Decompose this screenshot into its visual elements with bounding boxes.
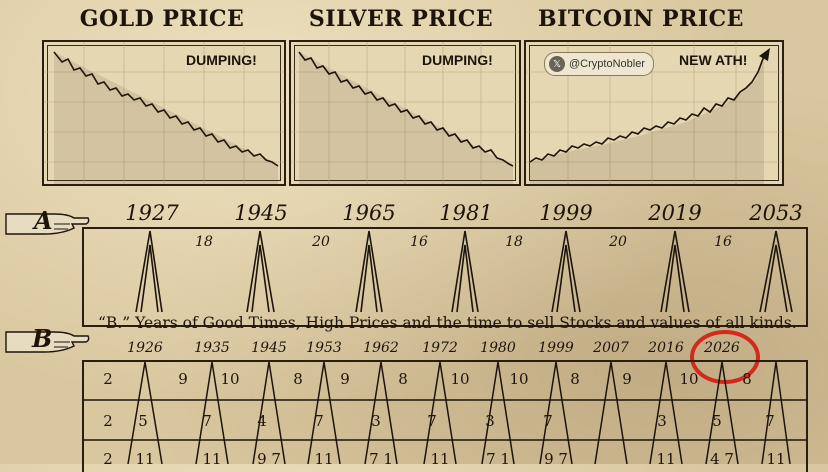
gold-price-line xyxy=(53,51,279,167)
table-cell: 7 xyxy=(427,412,437,430)
table-cell: 3 xyxy=(657,412,667,430)
bitcoin-price-line xyxy=(529,55,765,163)
section-b-grid xyxy=(82,360,808,472)
section-a-year: 1927 xyxy=(125,201,179,225)
section-b-year: 1926 xyxy=(127,340,163,356)
table-cell: 11 xyxy=(314,450,334,468)
table-cell: 2 xyxy=(103,450,113,468)
bitcoin-arrow-head xyxy=(759,48,770,61)
bitcoin-chart-panel: 𝕏 @CryptoNobler NEW ATH! xyxy=(524,40,784,186)
table-cell: 10 xyxy=(450,370,470,388)
section-b-year: 1980 xyxy=(480,340,516,356)
section-a-year: 2053 xyxy=(749,201,803,225)
table-cell: 11 xyxy=(202,450,222,468)
silver-chart-svg xyxy=(291,42,519,184)
table-cell: 7 1 xyxy=(369,450,393,468)
table-cell: 10 xyxy=(220,370,240,388)
table-cell: 11 xyxy=(656,450,676,468)
section-b-year: 1962 xyxy=(363,340,399,356)
table-cell: 3 xyxy=(485,412,495,430)
bitcoin-chart-title: BITCOIN PRICE xyxy=(538,6,744,32)
silver-chart-title: SILVER PRICE xyxy=(308,6,494,32)
table-cell: 8 xyxy=(293,370,303,388)
section-a-gap: 16 xyxy=(410,234,428,250)
bitcoin-annotation: NEW ATH! xyxy=(679,52,748,68)
silver-chart-panel: DUMPING! xyxy=(289,40,521,186)
gold-chart-svg xyxy=(44,42,284,184)
section-b-year: 2016 xyxy=(648,340,684,356)
table-cell: 7 xyxy=(543,412,553,430)
section-a-year: 1981 xyxy=(439,201,493,225)
table-cell: 9 7 xyxy=(544,450,568,468)
pointing-hand-b-icon xyxy=(5,331,90,353)
table-cell: 7 xyxy=(202,412,212,430)
table-cell: 9 xyxy=(622,370,632,388)
table-cell: 10 xyxy=(509,370,529,388)
table-cell: 9 7 xyxy=(257,450,281,468)
silver-annotation: DUMPING! xyxy=(422,52,493,68)
section-a-gap: 18 xyxy=(195,234,213,250)
section-b-year: 1972 xyxy=(422,340,458,356)
section-b-year: 1953 xyxy=(306,340,342,356)
section-a-gap: 20 xyxy=(312,234,330,250)
section-a-gap: 16 xyxy=(714,234,732,250)
table-cell: 8 xyxy=(742,370,752,388)
watermark-text: @CryptoNobler xyxy=(569,58,645,70)
table-cell: 5 xyxy=(138,412,148,430)
table-cell: 3 xyxy=(371,412,381,430)
section-a-gap: 20 xyxy=(609,234,627,250)
section-a-year: 1945 xyxy=(234,201,288,225)
section-a-label: A xyxy=(34,206,53,235)
table-cell: 4 xyxy=(257,412,267,430)
table-cell: 5 xyxy=(712,412,722,430)
table-cell: 10 xyxy=(679,370,699,388)
gold-chart-panel: DUMPING! xyxy=(42,40,286,186)
watermark-handle: 𝕏 @CryptoNobler xyxy=(544,52,654,76)
section-a-year: 1999 xyxy=(539,201,593,225)
table-cell: 11 xyxy=(430,450,450,468)
silver-grid xyxy=(291,42,519,184)
bitcoin-chart-svg xyxy=(526,42,782,184)
section-b-year: 1945 xyxy=(251,340,287,356)
section-b-label: B xyxy=(32,324,53,353)
table-cell: 2 xyxy=(103,412,113,430)
table-cell: 4 7 xyxy=(710,450,734,468)
section-a-year: 2019 xyxy=(648,201,702,225)
section-a-year: 1965 xyxy=(342,201,396,225)
pointing-hand-a-icon xyxy=(5,213,90,235)
table-cell: 11 xyxy=(766,450,786,468)
table-cell: 7 1 xyxy=(486,450,510,468)
gold-shading xyxy=(54,52,278,184)
silver-price-line xyxy=(298,51,514,167)
table-cell: 8 xyxy=(570,370,580,388)
x-logo-icon: 𝕏 xyxy=(549,56,565,72)
section-b-year: 2007 xyxy=(593,340,629,356)
table-cell: 8 xyxy=(398,370,408,388)
section-b-caption: “B.” Years of Good Times, High Prices an… xyxy=(98,314,797,332)
section-b-year: 1999 xyxy=(538,340,574,356)
gold-annotation: DUMPING! xyxy=(186,52,257,68)
table-cell: 2 xyxy=(103,370,113,388)
table-cell: 7 xyxy=(765,412,775,430)
table-cell: 9 xyxy=(340,370,350,388)
bitcoin-shading xyxy=(530,56,764,184)
table-cell: 7 xyxy=(314,412,324,430)
section-b-year: 1935 xyxy=(194,340,230,356)
table-cell: 11 xyxy=(135,450,155,468)
silver-shading xyxy=(299,52,513,184)
gold-chart-title: GOLD PRICE xyxy=(79,6,245,32)
table-cell: 9 xyxy=(178,370,188,388)
section-a-grid xyxy=(82,227,808,327)
section-a-gap: 18 xyxy=(505,234,523,250)
